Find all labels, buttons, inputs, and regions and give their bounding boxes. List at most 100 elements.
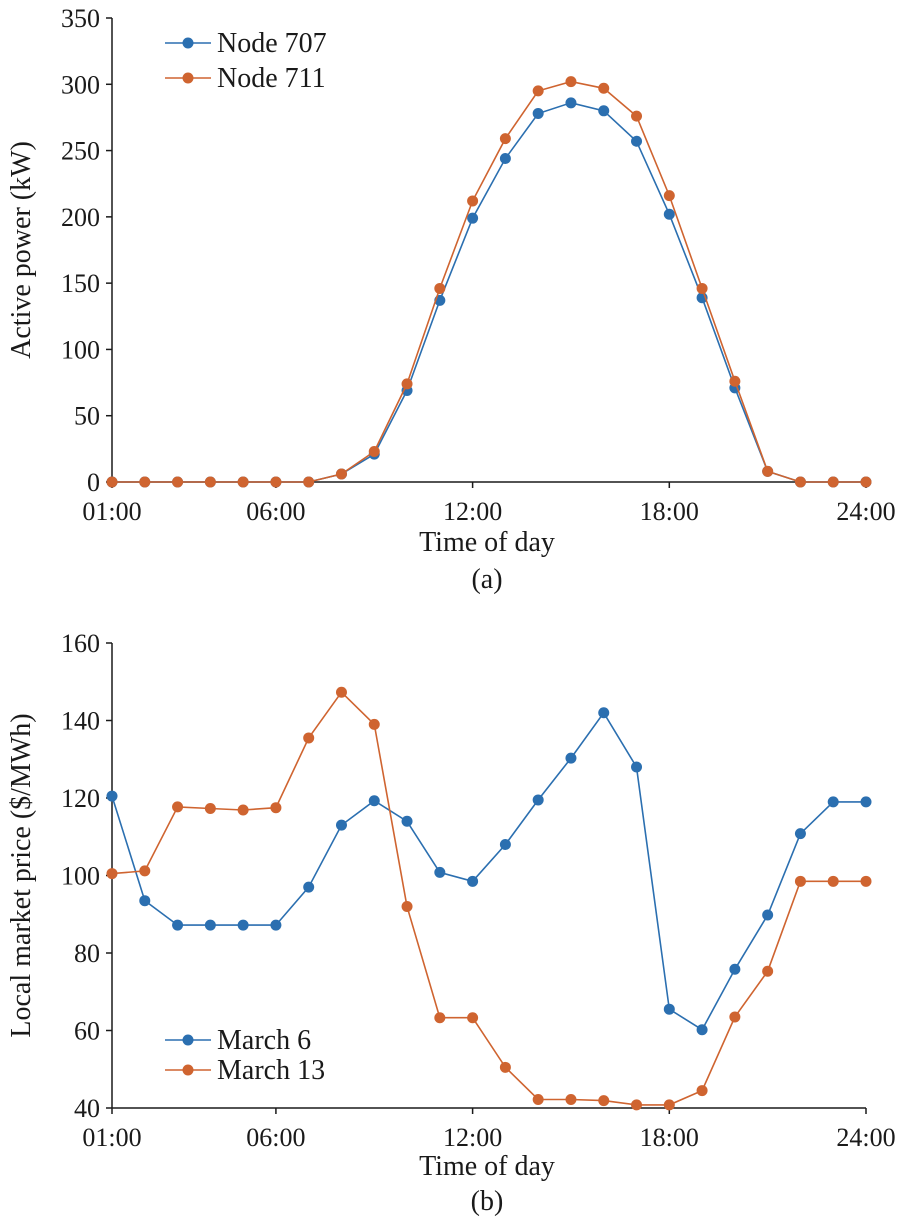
- series-line: [112, 80, 866, 483]
- legend-label: Node 707: [217, 28, 327, 59]
- data-point: [598, 82, 610, 94]
- legend-label: March 13: [217, 1055, 325, 1086]
- data-point: [631, 1099, 643, 1111]
- data-point: [794, 476, 806, 488]
- data-point: [827, 796, 839, 808]
- data-point: [434, 282, 446, 294]
- data-point: [565, 76, 577, 88]
- data-point: [237, 919, 249, 931]
- data-point: [401, 901, 413, 912]
- x-tick-label: 06:00: [246, 497, 305, 526]
- legend-marker: [182, 1064, 194, 1076]
- data-point: [368, 718, 380, 730]
- series-line: [112, 101, 866, 483]
- data-point: [762, 909, 774, 921]
- y-tick-label: 300: [61, 70, 100, 99]
- legend-entry: Node 707: [165, 28, 327, 59]
- data-point: [270, 476, 282, 488]
- chart-panel-a: 0 50 100 150 200 250 300 350 01:00 06:00 12:00 18:0…: [6, 4, 896, 595]
- x-tick-label: 12:00: [443, 497, 502, 526]
- series-node-707: [106, 97, 872, 488]
- x-tick-label: 24:00: [836, 497, 895, 526]
- data-point: [368, 795, 380, 807]
- data-point: [729, 375, 741, 387]
- data-point: [335, 819, 347, 831]
- x-tick-label: 18:00: [640, 1123, 699, 1152]
- y-tick-label: 250: [61, 137, 100, 166]
- data-point: [434, 866, 446, 878]
- data-point: [139, 476, 151, 488]
- y-axis-label: Local market price ($/MWh): [6, 713, 37, 1037]
- data-point: [401, 815, 413, 827]
- data-point: [598, 105, 610, 117]
- panel-label: (a): [471, 564, 502, 595]
- data-point: [827, 476, 839, 488]
- y-tick-label: 350: [61, 4, 100, 33]
- data-point: [335, 686, 347, 698]
- data-point: [106, 868, 118, 880]
- data-point: [106, 790, 118, 802]
- data-point: [565, 97, 577, 109]
- y-tick-label: 50: [74, 402, 100, 431]
- y-tick-label: 140: [61, 707, 100, 736]
- data-point: [663, 1003, 675, 1015]
- data-point: [631, 110, 643, 122]
- data-point: [762, 965, 774, 977]
- data-point: [303, 732, 315, 744]
- y-tick-label: 150: [61, 269, 100, 298]
- data-point: [696, 282, 708, 294]
- x-tick-label: 06:00: [246, 1123, 305, 1152]
- data-point: [270, 919, 282, 931]
- legend-label: Node 711: [217, 63, 326, 94]
- data-point: [467, 1012, 479, 1024]
- data-point: [532, 794, 544, 806]
- legend-entry: Node 711: [165, 63, 326, 94]
- data-point: [467, 212, 479, 224]
- data-point: [204, 919, 216, 931]
- data-point: [663, 1099, 675, 1111]
- x-tick-label: 01:00: [82, 497, 141, 526]
- panel-label: (b): [471, 1186, 504, 1217]
- data-point: [860, 796, 872, 808]
- data-point: [467, 875, 479, 887]
- y-tick-label: 120: [61, 784, 100, 813]
- y-tick-label: 100: [61, 862, 100, 891]
- data-point: [401, 378, 413, 390]
- data-point: [631, 761, 643, 773]
- y-tick-label: 160: [61, 629, 100, 658]
- x-tick-label: 24:00: [836, 1123, 895, 1152]
- data-point: [172, 476, 184, 488]
- x-tick-label: 12:00: [443, 1123, 502, 1152]
- y-tick-label: 100: [61, 335, 100, 364]
- data-point: [237, 476, 249, 488]
- data-point: [762, 465, 774, 477]
- chart-panel-b: 40 60 80 100 120 140 160 01:00 06:00 12:00 18:00 24…: [6, 629, 896, 1217]
- data-point: [631, 135, 643, 147]
- data-point: [827, 875, 839, 887]
- y-axis-label: Active power (kW): [6, 141, 37, 359]
- y-tick-label: 200: [61, 203, 100, 232]
- data-point: [303, 476, 315, 488]
- legend-entry: March 13: [165, 1055, 325, 1086]
- x-tick-label: 18:00: [640, 497, 699, 526]
- data-point: [598, 707, 610, 719]
- data-point: [663, 190, 675, 202]
- series-node-711: [106, 76, 872, 488]
- series-line: [111, 690, 866, 1106]
- legend-marker: [182, 72, 194, 84]
- data-point: [172, 919, 184, 931]
- x-axis-label: Time of day: [419, 527, 555, 558]
- data-point: [598, 1095, 610, 1107]
- legend-marker: [182, 1034, 194, 1046]
- data-point: [237, 804, 249, 816]
- data-point: [434, 1012, 446, 1024]
- data-point: [172, 801, 184, 813]
- data-point: [532, 107, 544, 119]
- data-point: [565, 752, 577, 764]
- x-axis-label: Time of day: [419, 1151, 555, 1182]
- data-point: [204, 476, 216, 488]
- y-tick-label: 40: [74, 1094, 100, 1123]
- data-point: [499, 153, 511, 165]
- series-march-6: [106, 707, 872, 1036]
